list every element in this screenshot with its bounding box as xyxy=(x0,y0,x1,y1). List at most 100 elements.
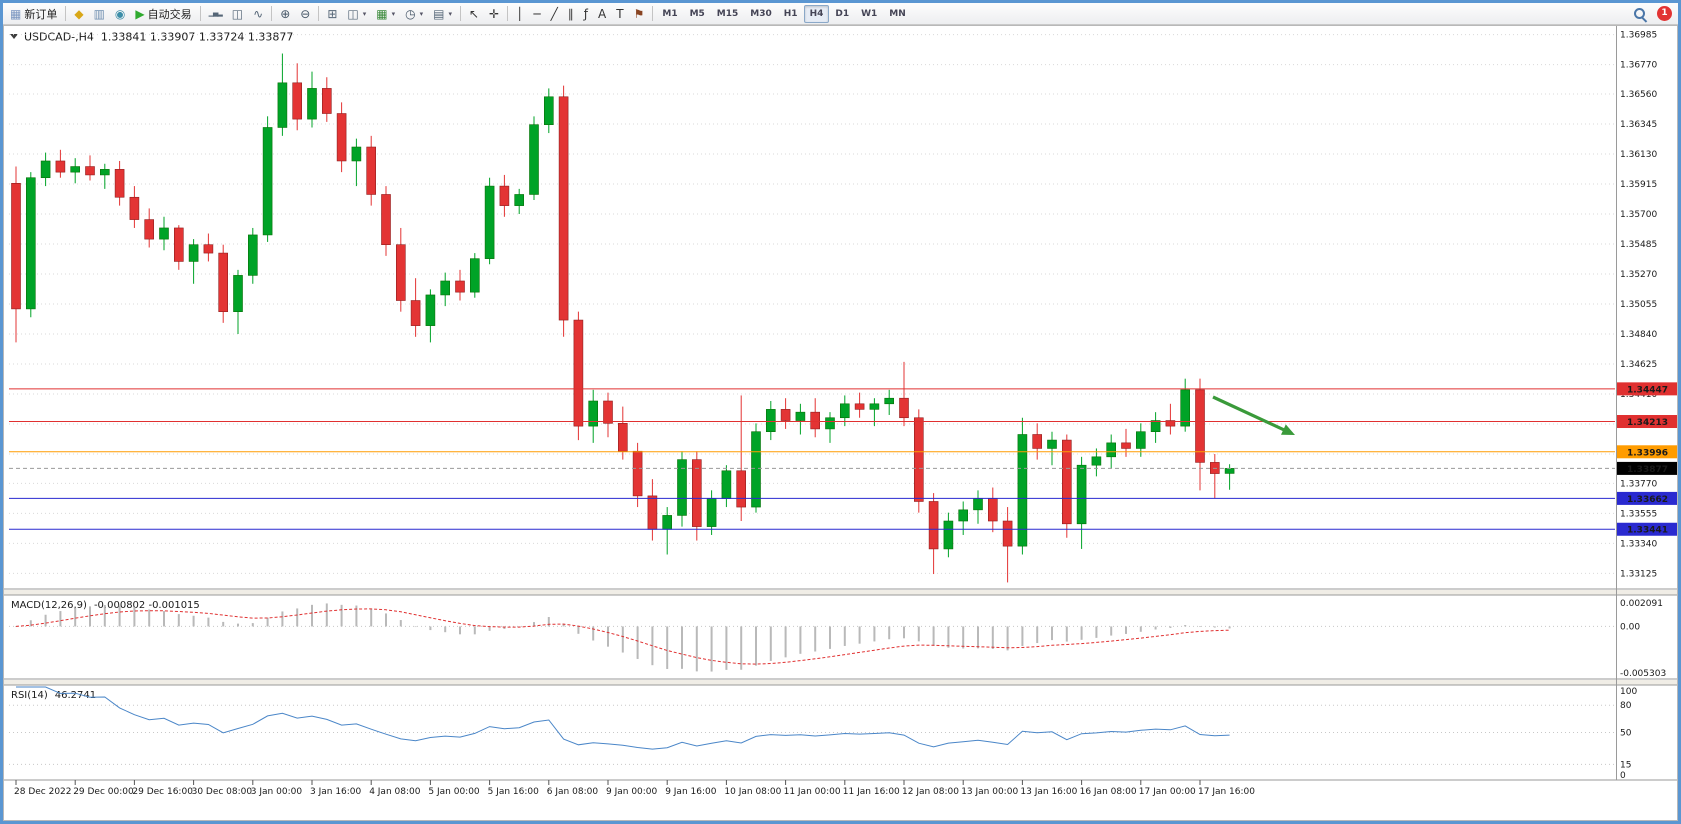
crosshair-icon: ✛ xyxy=(489,8,499,20)
svg-text:1.35915: 1.35915 xyxy=(1620,180,1657,190)
svg-text:1.33996: 1.33996 xyxy=(1627,448,1668,458)
horizontal-level-line[interactable]: 1.34447 xyxy=(9,382,1678,395)
svg-text:1.35270: 1.35270 xyxy=(1620,270,1657,280)
svg-text:1.34213: 1.34213 xyxy=(1627,418,1668,428)
svg-text:3 Jan 00:00: 3 Jan 00:00 xyxy=(251,787,303,797)
svg-text:5 Jan 16:00: 5 Jan 16:00 xyxy=(488,787,540,797)
chart-window: USDCAD-,H41.33841 1.33907 1.33724 1.3387… xyxy=(3,25,1678,824)
svg-text:1.33877: 1.33877 xyxy=(1627,465,1668,475)
market-icon: ◆ xyxy=(74,8,83,20)
horizontal-line-icon: ─ xyxy=(533,8,540,20)
autotrading-button[interactable]: ▶ 自动交易 xyxy=(130,4,196,23)
arrange-windows-icon: ◫ xyxy=(347,8,358,20)
trend-arrow[interactable] xyxy=(1213,397,1295,435)
svg-text:1.34625: 1.34625 xyxy=(1620,360,1657,370)
timeframe-mn[interactable]: MN xyxy=(883,5,912,23)
zoom-out-icon[interactable]: ⊖ xyxy=(295,4,315,23)
crosshair-icon[interactable]: ✛ xyxy=(484,4,504,23)
dropdown-arrow-icon: ▾ xyxy=(448,10,452,18)
fibonacci-icon[interactable]: ƒ xyxy=(579,4,593,23)
svg-text:1.33770: 1.33770 xyxy=(1620,479,1657,489)
macd-pane: 0.0020910.00-0.005303 xyxy=(9,599,1666,679)
periods-icon[interactable]: ◷▾ xyxy=(400,4,428,23)
toolbar-separator xyxy=(652,6,653,21)
svg-text:1.33125: 1.33125 xyxy=(1620,569,1657,579)
candles-layer xyxy=(12,54,1235,583)
autotrading-button-label: 自动交易 xyxy=(148,6,192,22)
arrange-windows-icon[interactable]: ◫▾ xyxy=(342,4,371,23)
tile-windows-icon: ⊞ xyxy=(327,8,337,20)
svg-text:1.36130: 1.36130 xyxy=(1620,150,1657,160)
svg-text:13 Jan 16:00: 13 Jan 16:00 xyxy=(1020,787,1077,797)
bid-price-line: 1.33877 xyxy=(9,462,1678,475)
toolbar-separator xyxy=(65,6,66,21)
trendline-icon: ╱ xyxy=(551,8,558,20)
notifications-badge[interactable]: 1 xyxy=(1657,6,1672,21)
vertical-line-icon[interactable]: │ xyxy=(511,4,528,23)
timeframe-h4[interactable]: H4 xyxy=(804,5,830,23)
svg-text:30 Dec 08:00: 30 Dec 08:00 xyxy=(192,787,253,797)
cursor-icon[interactable]: ↖ xyxy=(464,4,484,23)
trendline-icon[interactable]: ╱ xyxy=(546,4,563,23)
toolbar-separator xyxy=(460,6,461,21)
timeframe-d1[interactable]: D1 xyxy=(829,5,855,23)
zoom-in-icon: ⊕ xyxy=(280,8,290,20)
svg-text:1.33340: 1.33340 xyxy=(1620,539,1657,549)
market-icon[interactable]: ◆ xyxy=(69,4,88,23)
candlestick-mode-icon[interactable]: ◫ xyxy=(227,4,248,23)
label-tool-icon: T xyxy=(616,8,623,20)
svg-text:4 Jan 08:00: 4 Jan 08:00 xyxy=(369,787,421,797)
tile-windows-icon[interactable]: ⊞ xyxy=(322,4,342,23)
autotrading-icon: ▶ xyxy=(135,8,144,20)
horizontal-level-line[interactable]: 1.33996 xyxy=(9,445,1678,458)
chart-title: USDCAD-,H41.33841 1.33907 1.33724 1.3387… xyxy=(24,31,293,44)
horizontal-line-icon[interactable]: ─ xyxy=(528,4,545,23)
svg-text:12 Jan 08:00: 12 Jan 08:00 xyxy=(902,787,959,797)
timeframe-w1[interactable]: W1 xyxy=(855,5,883,23)
new-order-button[interactable]: ▦新订单 xyxy=(5,4,62,23)
zoom-in-icon[interactable]: ⊕ xyxy=(275,4,295,23)
community-icon[interactable]: ◉ xyxy=(110,4,130,23)
svg-text:1.33555: 1.33555 xyxy=(1620,509,1657,519)
timeframe-m30[interactable]: M30 xyxy=(744,5,777,23)
new-chart-icon[interactable]: ▦▾ xyxy=(371,4,400,23)
timeframe-m15[interactable]: M15 xyxy=(711,5,744,23)
dropdown-arrow-icon: ▾ xyxy=(363,10,367,18)
svg-text:11 Jan 00:00: 11 Jan 00:00 xyxy=(784,787,841,797)
cursor-icon: ↖ xyxy=(469,8,479,20)
svg-text:6 Jan 08:00: 6 Jan 08:00 xyxy=(547,787,599,797)
svg-text:80: 80 xyxy=(1620,701,1632,711)
toolbar-separator xyxy=(318,6,319,21)
channel-icon[interactable]: ∥ xyxy=(563,4,579,23)
new-chart-icon: ▦ xyxy=(376,8,387,20)
label-tool-icon[interactable]: T xyxy=(611,4,628,23)
timeframe-m1[interactable]: M1 xyxy=(656,5,683,23)
svg-text:13 Jan 00:00: 13 Jan 00:00 xyxy=(961,787,1018,797)
horizontal-level-line[interactable]: 1.33441 xyxy=(9,523,1678,536)
price-grid: 1.369851.367701.365601.363451.361301.359… xyxy=(9,31,1657,580)
svg-text:1.36770: 1.36770 xyxy=(1620,61,1657,71)
toolbar-separator xyxy=(507,6,508,21)
svg-text:1.36345: 1.36345 xyxy=(1620,120,1657,130)
horizontal-level-line[interactable]: 1.33662 xyxy=(9,492,1678,505)
svg-text:5 Jan 00:00: 5 Jan 00:00 xyxy=(428,787,480,797)
templates-icon[interactable]: ▤▾ xyxy=(428,4,457,23)
svg-text:-0.005303: -0.005303 xyxy=(1620,669,1666,679)
chart-area[interactable]: USDCAD-,H41.33841 1.33907 1.33724 1.3387… xyxy=(3,25,1678,821)
arrows-tool-icon[interactable]: ⚑ xyxy=(629,4,650,23)
svg-text:1.36985: 1.36985 xyxy=(1620,31,1657,41)
timeframe-m5[interactable]: M5 xyxy=(684,5,711,23)
zoom-out-icon: ⊖ xyxy=(300,8,310,20)
text-tool-icon[interactable]: A xyxy=(593,4,611,23)
line-chart-mode-icon[interactable]: ∿ xyxy=(248,4,268,23)
vertical-line-icon: │ xyxy=(516,8,523,20)
bar-chart-mode-icon[interactable]: ▁▄▂ xyxy=(204,4,227,23)
community-icon: ◉ xyxy=(115,8,125,20)
toolbar-separator xyxy=(200,6,201,21)
timeframe-h1[interactable]: H1 xyxy=(778,5,804,23)
svg-text:10 Jan 08:00: 10 Jan 08:00 xyxy=(724,787,781,797)
channel-icon: ∥ xyxy=(568,8,574,20)
bar-chart-mode-icon: ▁▄▂ xyxy=(209,10,222,17)
charts-window-icon[interactable]: ▥ xyxy=(89,4,110,23)
search-icon[interactable] xyxy=(1633,7,1647,21)
